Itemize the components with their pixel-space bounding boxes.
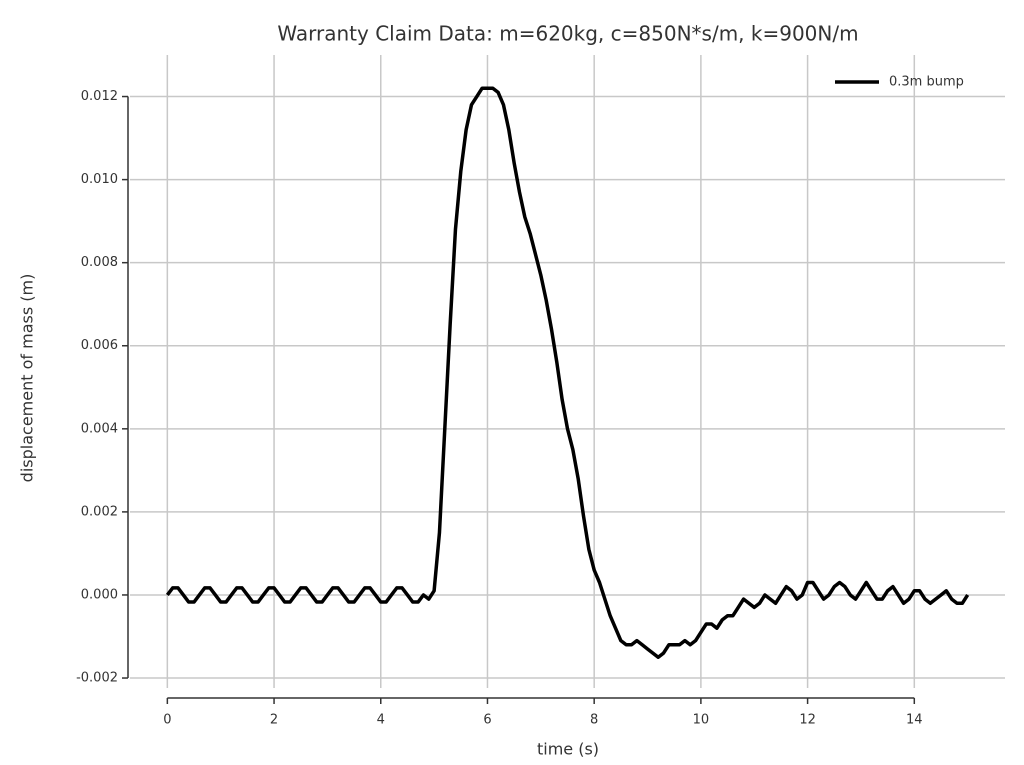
y-axis-label: displacement of mass (m) (18, 274, 37, 483)
y-tick-label: 0.006 (81, 338, 118, 353)
x-tick-label: 2 (270, 713, 278, 728)
chart-title: Warranty Claim Data: m=620kg, c=850N*s/m… (277, 22, 858, 46)
y-tick-label: 0.010 (81, 172, 118, 187)
y-tick-label: 0.008 (81, 255, 118, 270)
x-tick-label: 6 (483, 713, 491, 728)
x-tick-label: 10 (693, 713, 710, 728)
y-tick-label: 0.012 (81, 89, 118, 104)
legend-label: 0.3m bump (889, 75, 964, 90)
x-tick-label: 8 (590, 713, 598, 728)
x-tick-label: 12 (799, 713, 816, 728)
data-line (165, 86, 970, 660)
y-tick-label: 0.002 (81, 504, 118, 519)
y-tick-label: -0.002 (76, 671, 118, 686)
y-tick-label: 0.004 (81, 421, 118, 436)
x-tick-label: 4 (377, 713, 385, 728)
y-tick-label: 0.000 (81, 587, 118, 602)
x-tick-label: 14 (906, 713, 923, 728)
x-tick-label: 0 (163, 713, 171, 728)
x-axis-label: time (s) (537, 740, 599, 759)
